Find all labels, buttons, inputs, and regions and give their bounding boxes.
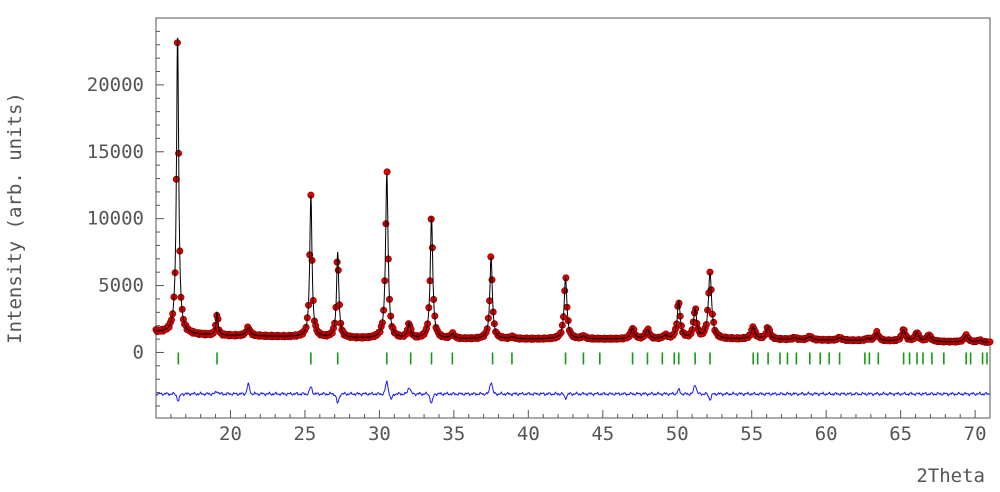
y-tick-label: 15000 (87, 141, 144, 163)
x-tick-label: 40 (517, 423, 540, 445)
y-tick-label: 5000 (98, 275, 144, 297)
calculated-line (156, 37, 990, 343)
x-axis-ticks: 20 25 30 35 40 45 50 55 60 65 70 (155, 410, 991, 445)
x-tick-label: 25 (293, 423, 316, 445)
x-tick-label: 35 (442, 423, 465, 445)
x-tick-label: 55 (740, 423, 763, 445)
calculated-curve (156, 37, 990, 343)
difference-line (156, 379, 990, 405)
y-tick-label: 0 (133, 341, 144, 363)
x-tick-label: 50 (666, 423, 689, 445)
y-tick-label: 20000 (87, 74, 144, 96)
x-tick-label: 60 (815, 423, 838, 445)
x-axis-label: 2Theta (916, 465, 985, 487)
x-tick-label: 30 (368, 423, 391, 445)
x-tick-label: 70 (964, 423, 987, 445)
y-axis-label: Intensity (arb. units) (4, 92, 26, 344)
x-tick-label: 65 (889, 423, 912, 445)
bragg-tick-marks (177, 352, 988, 365)
x-tick-label: 45 (591, 423, 614, 445)
x-tick-label: 20 (219, 423, 242, 445)
y-tick-label: 10000 (87, 208, 144, 230)
y-axis-ticks: 0 5000 10000 15000 20000 (87, 30, 164, 407)
difference-curve (156, 379, 990, 405)
observed-points (152, 39, 994, 346)
